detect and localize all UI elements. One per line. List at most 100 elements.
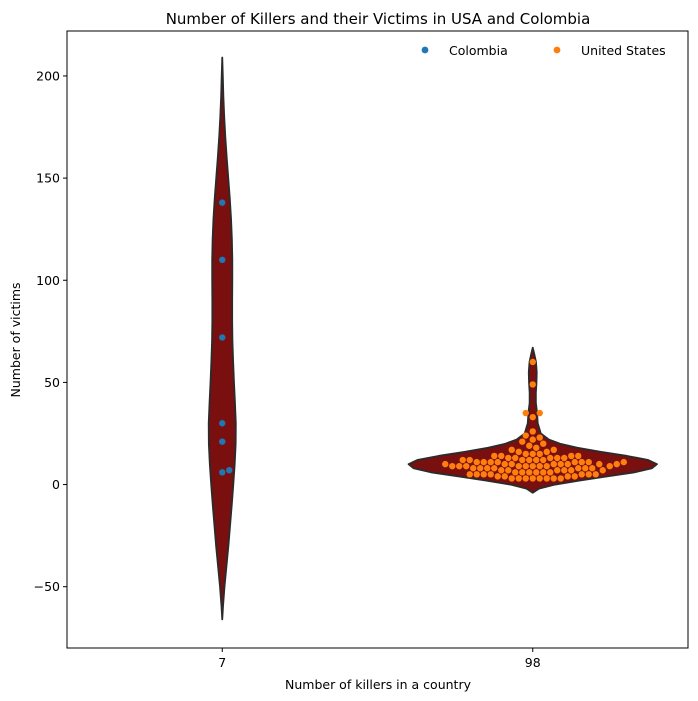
data-point-united-states-19 bbox=[533, 469, 540, 476]
data-point-united-states-38 bbox=[529, 462, 536, 470]
data-point-united-states-87 bbox=[540, 440, 547, 447]
data-point-united-states-37 bbox=[470, 465, 477, 472]
data-point-united-states-81 bbox=[543, 448, 550, 456]
plot-frame bbox=[66, 30, 689, 649]
data-point-united-states-70 bbox=[512, 454, 519, 462]
data-point-colombia-6 bbox=[219, 199, 226, 206]
data-point-united-states-85 bbox=[533, 444, 540, 451]
data-point-united-states-3 bbox=[543, 475, 550, 482]
data-point-united-states-21 bbox=[540, 469, 547, 476]
data-point-united-states-89 bbox=[529, 436, 536, 443]
legend-label-colombia: Colombia bbox=[449, 43, 508, 58]
y-tick-label: 150 bbox=[36, 171, 60, 186]
data-point-united-states-2 bbox=[522, 475, 529, 482]
data-point-colombia-4 bbox=[219, 334, 226, 341]
data-point-united-states-20 bbox=[526, 469, 533, 476]
legend: Colombia United States bbox=[421, 43, 666, 58]
plot-area: −50 0 50 100 150 200 7 98 bbox=[34, 30, 689, 670]
data-point-united-states-88 bbox=[519, 438, 526, 445]
legend-marker-united-states bbox=[553, 46, 561, 54]
data-point-united-states-59 bbox=[480, 458, 487, 466]
legend-label-united-states: United States bbox=[581, 43, 666, 58]
data-point-united-states-50 bbox=[501, 460, 508, 468]
data-point-united-states-61 bbox=[473, 458, 480, 466]
data-point-united-states-78 bbox=[529, 450, 536, 458]
data-point-united-states-30 bbox=[599, 467, 606, 474]
data-point-colombia-3 bbox=[219, 420, 226, 427]
data-point-united-states-49 bbox=[557, 460, 564, 468]
data-point-united-states-95 bbox=[522, 409, 529, 417]
data-point-united-states-40 bbox=[522, 462, 529, 470]
data-point-united-states-5 bbox=[550, 475, 557, 482]
y-tick-label: 50 bbox=[44, 375, 60, 390]
data-point-united-states-75 bbox=[568, 452, 575, 460]
data-point-united-states-46 bbox=[449, 462, 456, 470]
x-axis-label: Number of killers in a country bbox=[285, 677, 472, 692]
data-point-united-states-10 bbox=[494, 473, 501, 480]
data-point-united-states-55 bbox=[494, 458, 501, 466]
data-point-united-states-48 bbox=[508, 460, 515, 468]
data-point-united-states-1 bbox=[536, 475, 543, 482]
data-point-united-states-14 bbox=[480, 471, 487, 478]
data-point-united-states-58 bbox=[578, 458, 585, 466]
data-point-united-states-54 bbox=[442, 460, 449, 468]
x-tick-label: 98 bbox=[525, 655, 541, 670]
data-point-united-states-11 bbox=[571, 473, 578, 480]
data-point-united-states-91 bbox=[522, 432, 529, 439]
data-point-united-states-86 bbox=[526, 442, 533, 449]
data-point-united-states-43 bbox=[463, 462, 470, 470]
data-point-colombia-2 bbox=[219, 438, 226, 445]
data-point-united-states-28 bbox=[498, 467, 505, 474]
data-point-united-states-96 bbox=[529, 381, 536, 388]
data-point-united-states-6 bbox=[508, 475, 515, 482]
data-point-united-states-16 bbox=[473, 471, 480, 478]
data-point-united-states-8 bbox=[501, 473, 508, 480]
data-point-united-states-74 bbox=[498, 452, 505, 460]
data-point-united-states-73 bbox=[561, 454, 568, 462]
data-point-united-states-64 bbox=[526, 456, 533, 464]
data-point-united-states-94 bbox=[536, 409, 543, 417]
data-point-united-states-4 bbox=[515, 475, 522, 482]
data-point-united-states-76 bbox=[491, 452, 498, 460]
data-point-colombia-0 bbox=[219, 469, 226, 476]
data-point-united-states-36 bbox=[589, 465, 596, 472]
data-point-united-states-0 bbox=[529, 475, 536, 482]
data-point-united-states-68 bbox=[459, 456, 466, 464]
y-tick-label: −50 bbox=[34, 579, 60, 594]
data-point-united-states-35 bbox=[477, 465, 484, 472]
data-point-united-states-33 bbox=[484, 465, 491, 472]
data-point-united-states-53 bbox=[613, 460, 620, 468]
chart-title: Number of Killers and their Victims in U… bbox=[166, 10, 591, 28]
data-point-united-states-51 bbox=[564, 460, 571, 468]
data-point-united-states-9 bbox=[564, 473, 571, 480]
data-point-united-states-18 bbox=[466, 471, 473, 478]
data-point-united-states-13 bbox=[578, 471, 585, 478]
data-point-united-states-26 bbox=[505, 467, 512, 474]
data-point-united-states-57 bbox=[487, 458, 494, 466]
data-point-united-states-25 bbox=[554, 467, 561, 474]
data-point-united-states-97 bbox=[529, 358, 536, 366]
y-tick-label: 0 bbox=[52, 477, 60, 492]
data-point-united-states-80 bbox=[522, 450, 529, 458]
data-point-united-states-27 bbox=[561, 467, 568, 474]
data-point-united-states-45 bbox=[606, 462, 613, 470]
data-point-united-states-52 bbox=[596, 460, 603, 468]
data-point-united-states-42 bbox=[515, 462, 522, 470]
data-point-united-states-83 bbox=[550, 446, 557, 454]
data-point-united-states-12 bbox=[487, 471, 494, 478]
data-point-united-states-92 bbox=[529, 428, 536, 435]
data-point-united-states-31 bbox=[491, 465, 498, 472]
y-tick-label: 200 bbox=[36, 68, 60, 83]
data-point-united-states-63 bbox=[533, 456, 540, 464]
x-tick-label: 7 bbox=[218, 655, 226, 670]
data-point-united-states-71 bbox=[554, 454, 561, 462]
data-point-united-states-47 bbox=[550, 460, 557, 468]
data-point-united-states-34 bbox=[582, 465, 589, 472]
data-point-united-states-79 bbox=[536, 450, 543, 458]
legend-marker-colombia bbox=[421, 46, 429, 54]
data-point-united-states-66 bbox=[519, 456, 526, 464]
data-point-united-states-24 bbox=[512, 469, 519, 476]
data-point-united-states-7 bbox=[557, 475, 564, 482]
data-point-united-states-69 bbox=[547, 454, 554, 462]
